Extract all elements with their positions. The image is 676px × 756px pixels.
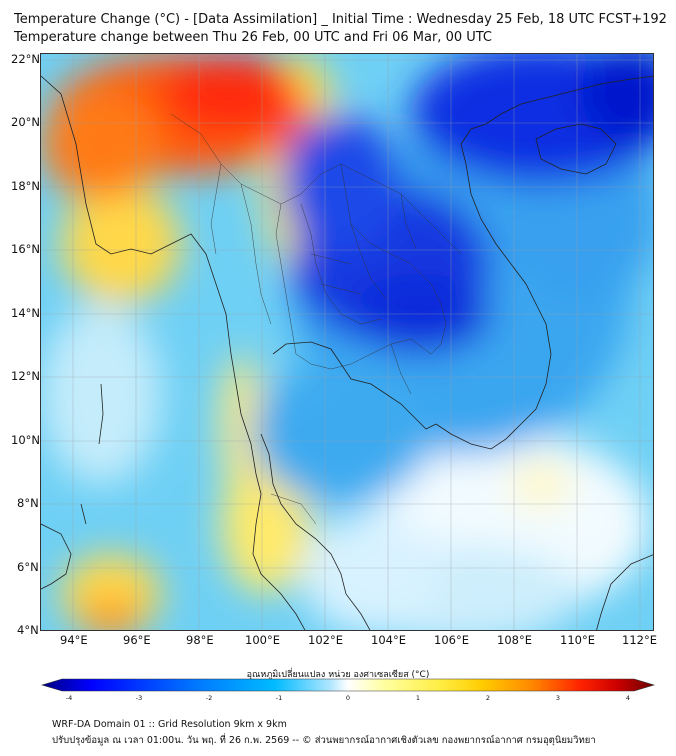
lon-label: 96°E [123, 633, 151, 647]
lat-label: 4°N [17, 623, 39, 637]
footer-credit: ปรับปรุงข้อมูล ณ เวลา 01:00น. วัน พฤ. ที… [52, 735, 596, 746]
colorbar-tick: 0 [345, 694, 351, 702]
lon-label: 106°E [434, 633, 469, 647]
colorbar [40, 678, 656, 692]
lon-label: 110°E [560, 633, 595, 647]
colorbar-tick: 4 [625, 694, 631, 702]
lon-label: 112°E [622, 633, 657, 647]
colorbar-tick: -4 [65, 694, 73, 702]
temperature-change-map [40, 53, 654, 631]
lat-label: 14°N [11, 306, 40, 320]
colorbar-title: อุณหภูมิเปลี่ยนแปลง หน่วย องศาเซลเซียส (… [246, 670, 430, 680]
chart-title: Temperature Change (°C) - [Data Assimila… [14, 12, 667, 27]
lon-label: 102°E [308, 633, 343, 647]
lat-label: 8°N [17, 496, 39, 510]
lat-label: 22°N [11, 52, 40, 66]
colorbar-tick: 1 [415, 694, 421, 702]
lon-label: 98°E [186, 633, 214, 647]
lat-label: 10°N [11, 433, 40, 447]
lat-label: 18°N [11, 179, 40, 193]
colorbar-tick: -3 [135, 694, 143, 702]
lat-label: 6°N [17, 560, 39, 574]
chart-subtitle: Temperature change between Thu 26 Feb, 0… [14, 30, 493, 45]
colorbar-tick: -1 [275, 694, 283, 702]
lon-label: 104°E [371, 633, 406, 647]
lat-label: 20°N [11, 115, 40, 129]
colorbar-tick: 3 [555, 694, 561, 702]
lat-label: 16°N [11, 242, 40, 256]
colorbar-tick: -2 [205, 694, 213, 702]
footer-domain-info: WRF-DA Domain 01 :: Grid Resolution 9km … [52, 719, 287, 730]
lon-label: 100°E [245, 633, 280, 647]
lon-label: 108°E [497, 633, 532, 647]
lat-label: 12°N [11, 369, 40, 383]
colorbar-tick: 2 [485, 694, 491, 702]
lon-label: 94°E [60, 633, 88, 647]
